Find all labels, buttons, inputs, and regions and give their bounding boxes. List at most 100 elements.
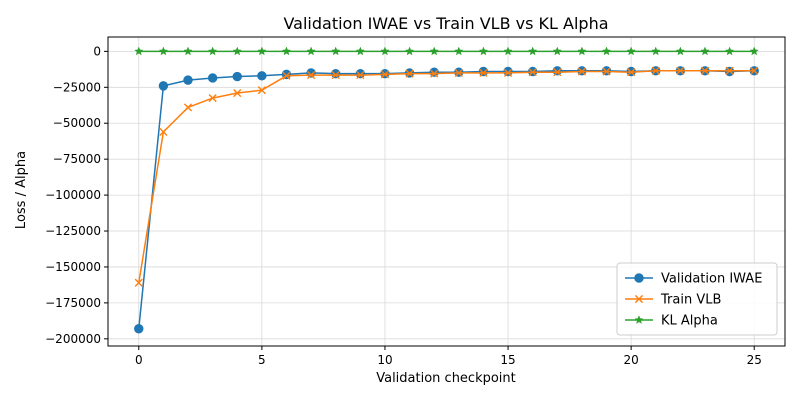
series-layer	[134, 46, 759, 334]
data-point	[158, 81, 169, 91]
data-point	[700, 66, 710, 75]
data-point	[503, 66, 513, 77]
data-point	[257, 71, 267, 81]
x-tick-label: 10	[377, 353, 392, 367]
data-point	[183, 75, 193, 85]
data-point	[749, 46, 759, 56]
legend-entry[interactable]: KL Alpha	[625, 314, 718, 329]
data-point	[528, 46, 538, 56]
legend-marker	[634, 273, 644, 283]
data-point	[232, 71, 242, 82]
y-tick-label: −125000	[45, 224, 101, 238]
data-point	[207, 46, 218, 56]
data-point	[700, 46, 710, 56]
data-point	[207, 73, 218, 83]
data-point	[503, 68, 513, 78]
y-tick-label: −200000	[45, 332, 101, 346]
data-point	[331, 68, 341, 79]
legend-label: KL Alpha	[661, 314, 718, 329]
y-tick-label: −25000	[53, 80, 101, 94]
legend-label: Train VLB	[660, 293, 721, 308]
data-point	[183, 46, 193, 56]
data-point	[577, 67, 586, 76]
data-point	[553, 68, 562, 77]
legend-marker	[634, 294, 644, 304]
data-point	[208, 93, 217, 103]
data-point	[627, 68, 636, 77]
data-point	[233, 88, 242, 98]
data-point	[651, 66, 660, 75]
x-tick-label: 20	[623, 353, 638, 367]
y-tick-label: −175000	[45, 296, 101, 310]
y-tick-label: −100000	[45, 188, 101, 202]
x-tick-label: 5	[258, 353, 266, 367]
data-point	[331, 46, 341, 56]
data-point	[552, 46, 562, 56]
y-tick-label: −50000	[53, 116, 101, 130]
data-point	[331, 70, 340, 80]
data-point	[355, 46, 365, 56]
data-point	[552, 66, 562, 76]
data-point	[602, 67, 611, 76]
data-point	[404, 46, 415, 56]
series-train-vlb	[134, 66, 759, 287]
x-axis-ticks: 0 5 10 15 20 25	[135, 346, 762, 367]
data-point	[159, 127, 168, 136]
data-point	[528, 68, 537, 77]
x-tick-label: 0	[135, 353, 143, 367]
data-point	[601, 46, 612, 56]
data-point	[232, 46, 242, 56]
data-point	[430, 69, 439, 78]
y-axis-label: Loss / Alpha	[14, 151, 29, 229]
chart-title: Validation IWAE vs Train VLB vs KL Alpha	[283, 14, 608, 33]
legend-entry[interactable]: Train VLB	[625, 293, 721, 308]
data-point	[651, 46, 661, 56]
data-point	[281, 46, 292, 56]
data-point	[306, 46, 316, 56]
data-point	[478, 46, 489, 56]
legend-marker	[634, 315, 644, 324]
data-point	[183, 103, 193, 112]
legend-label: Validation IWAE	[661, 272, 762, 287]
data-point	[380, 46, 390, 56]
series-line	[138, 70, 755, 283]
x-tick-label: 25	[747, 353, 762, 367]
y-tick-label: −150000	[45, 260, 101, 274]
data-point	[405, 69, 414, 78]
data-point	[626, 46, 636, 56]
y-tick-label: 0	[93, 44, 101, 58]
data-point	[478, 66, 489, 77]
x-tick-label: 15	[500, 353, 515, 367]
data-point	[725, 66, 734, 75]
data-point	[429, 46, 439, 56]
data-point	[479, 68, 488, 78]
data-point	[355, 68, 366, 79]
data-point	[134, 46, 144, 56]
data-point	[454, 46, 464, 56]
data-point	[503, 46, 513, 56]
data-point	[158, 46, 169, 56]
data-point	[134, 278, 143, 287]
data-point	[675, 46, 686, 56]
plot-frame	[107, 36, 786, 347]
data-point	[257, 86, 266, 95]
legend-entry[interactable]: Validation IWAE	[625, 272, 762, 287]
data-point	[257, 46, 267, 56]
data-point	[750, 66, 759, 75]
data-point	[577, 46, 587, 56]
legend-box	[616, 262, 778, 336]
data-point	[134, 324, 144, 334]
legend[interactable]: Validation IWAE Train VLB KL Alpha	[616, 262, 778, 336]
data-point	[454, 68, 463, 78]
data-point	[282, 71, 291, 80]
series-kl-alpha	[134, 46, 759, 56]
data-point	[676, 66, 685, 75]
data-point	[724, 46, 735, 56]
y-axis-ticks: 0 −25000 −50000 −75000 −100000 −125000 −150000…	[45, 44, 108, 346]
data-point	[356, 70, 365, 80]
x-axis-label: Validation checkpoint	[376, 371, 516, 386]
data-point	[380, 70, 390, 79]
data-point	[307, 70, 316, 80]
